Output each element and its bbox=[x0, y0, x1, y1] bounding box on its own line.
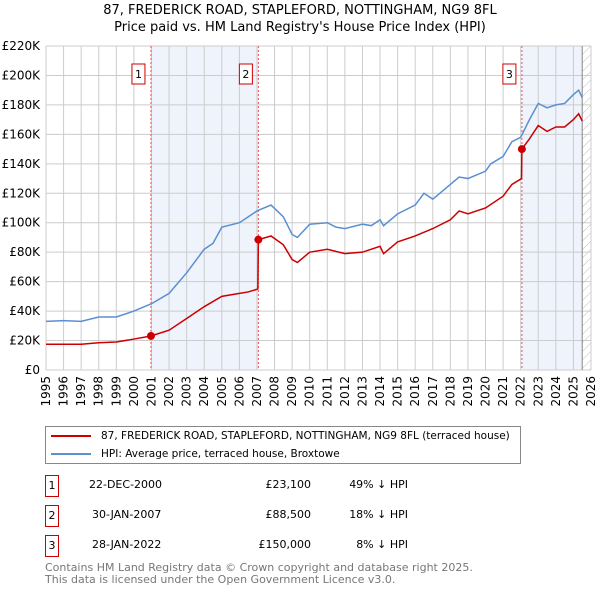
x-tick-label: 1997 bbox=[74, 376, 88, 407]
sale-label: 1 bbox=[135, 68, 142, 81]
sale-label-box bbox=[502, 63, 517, 85]
sale-price: £150,000 bbox=[258, 538, 312, 551]
x-tick-label: 2003 bbox=[180, 376, 194, 407]
x-tick-label: 2013 bbox=[355, 376, 369, 407]
sale-price: £88,500 bbox=[265, 508, 312, 521]
x-tick-label: 1998 bbox=[92, 376, 106, 407]
legend-label: 87, FREDERICK ROAD, STAPLEFORD, NOTTINGH… bbox=[101, 430, 510, 442]
y-tick-label: £140K bbox=[2, 157, 42, 171]
legend-label: HPI: Average price, terraced house, Brox… bbox=[101, 448, 340, 460]
chart-title: 87, FREDERICK ROAD, STAPLEFORD, NOTTINGH… bbox=[0, 2, 600, 36]
sale-point bbox=[254, 235, 263, 244]
x-tick-label: 1996 bbox=[57, 376, 71, 407]
x-tick-label: 2012 bbox=[338, 376, 352, 407]
sale-row: 1 22-DEC-2000 £23,100 49% ↓ HPI bbox=[45, 475, 445, 497]
sale-hpi: 18% ↓ HPI bbox=[349, 508, 408, 521]
title-line: 87, FREDERICK ROAD, STAPLEFORD, NOTTINGH… bbox=[103, 3, 497, 18]
y-tick-label: £20K bbox=[9, 334, 41, 348]
x-tick-label: 2009 bbox=[285, 376, 299, 407]
x-tick-label: 2001 bbox=[144, 376, 158, 407]
x-tick-label: 2004 bbox=[197, 376, 211, 407]
y-tick-label: £180K bbox=[2, 98, 42, 112]
x-tick-label: 2015 bbox=[391, 376, 405, 407]
y-tick-label: £200K bbox=[2, 68, 42, 82]
y-tick-label: £60K bbox=[9, 275, 41, 289]
sale-row: 3 28-JAN-2022 £150,000 8% ↓ HPI bbox=[45, 535, 445, 557]
sale-label-box bbox=[238, 63, 253, 85]
sale-label: 3 bbox=[506, 68, 513, 81]
sale-point bbox=[146, 331, 155, 340]
x-tick-label: 2024 bbox=[549, 376, 563, 407]
sale-hpi: 8% ↓ HPI bbox=[356, 538, 408, 551]
x-tick-label: 2023 bbox=[531, 376, 545, 407]
sale-hpi: 49% ↓ HPI bbox=[349, 478, 408, 491]
sale-date: 30-JAN-2007 bbox=[92, 508, 162, 521]
x-tick-label: 2006 bbox=[232, 376, 246, 407]
sale-date: 22-DEC-2000 bbox=[89, 478, 163, 491]
y-tick-label: £160K bbox=[2, 127, 42, 141]
series-line bbox=[46, 112, 583, 345]
y-tick-label: £80K bbox=[9, 245, 41, 259]
x-tick-label: 2017 bbox=[426, 376, 440, 407]
legend-item-hpi: HPI: Average price, terraced house, Brox… bbox=[46, 445, 520, 463]
x-tick-label: 2020 bbox=[479, 376, 493, 407]
sale-marker: 1 bbox=[45, 475, 59, 497]
y-tick-label: £120K bbox=[2, 186, 42, 200]
y-tick-label: £40K bbox=[9, 304, 41, 318]
future-hatch bbox=[582, 46, 591, 370]
chart-plot: £0 £20K £40K £60K £80K £100K £120K £140K £160K £1… bbox=[2, 39, 598, 407]
sale-marker: 3 bbox=[45, 535, 59, 557]
x-tick-label: 2008 bbox=[268, 376, 282, 407]
x-tick-label: 2025 bbox=[566, 376, 580, 407]
x-tick-label: 2026 bbox=[584, 376, 598, 407]
footer-line: This data is licensed under the Open Gov… bbox=[45, 573, 396, 586]
legend: 87, FREDERICK ROAD, STAPLEFORD, NOTTINGH… bbox=[45, 426, 521, 464]
sale-row: 2 30-JAN-2007 £88,500 18% ↓ HPI bbox=[45, 505, 445, 527]
sale-date: 28-JAN-2022 bbox=[92, 538, 162, 551]
series-line bbox=[45, 88, 583, 323]
footer-line: Contains HM Land Registry data © Crown c… bbox=[45, 561, 473, 574]
sale-point bbox=[517, 145, 526, 154]
x-tick-label: 2011 bbox=[320, 376, 334, 407]
x-tick-label: 2014 bbox=[373, 376, 387, 407]
sale-label-box bbox=[131, 63, 146, 85]
x-tick-label: 2002 bbox=[162, 376, 176, 407]
subtitle-line: Price paid vs. HM Land Registry's House … bbox=[114, 20, 486, 35]
legend-item-property: 87, FREDERICK ROAD, STAPLEFORD, NOTTINGH… bbox=[46, 427, 520, 445]
x-tick-label: 2007 bbox=[250, 376, 264, 407]
y-tick-label: £220K bbox=[2, 39, 42, 53]
x-tick-label: 1999 bbox=[109, 376, 123, 407]
sale-label: 2 bbox=[242, 68, 249, 81]
x-tick-label: 2000 bbox=[127, 376, 141, 407]
x-tick-label: 2018 bbox=[443, 376, 457, 407]
y-tick-label: £0 bbox=[25, 363, 40, 377]
x-tick-label: 2010 bbox=[303, 376, 317, 407]
sale-marker: 2 bbox=[45, 505, 59, 527]
x-tick-label: 2005 bbox=[215, 376, 229, 407]
x-tick-label: 2021 bbox=[496, 376, 510, 407]
legend-swatch bbox=[51, 435, 91, 437]
x-tick-label: 1995 bbox=[39, 376, 53, 407]
legend-swatch bbox=[51, 453, 91, 455]
shaded-period bbox=[521, 46, 583, 370]
x-tick-label: 2022 bbox=[514, 376, 528, 407]
footer: Contains HM Land Registry data © Crown c… bbox=[45, 562, 473, 586]
y-tick-label: £100K bbox=[2, 216, 42, 230]
sale-price: £23,100 bbox=[265, 478, 312, 491]
x-tick-label: 2019 bbox=[461, 376, 475, 407]
x-tick-label: 2016 bbox=[408, 376, 422, 407]
